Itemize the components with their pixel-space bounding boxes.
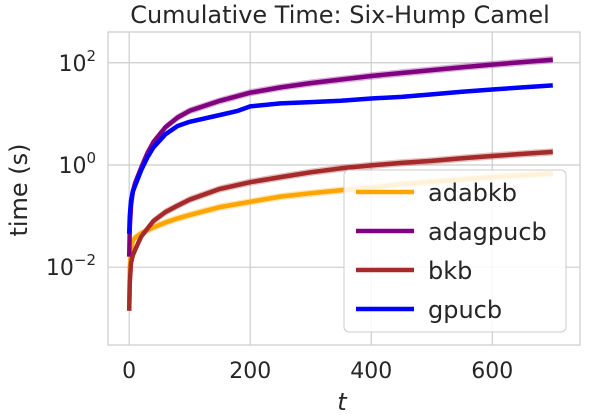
line-gpucb <box>126 83 553 234</box>
legend-label-adabkb: adabkb <box>428 179 517 207</box>
y-tick-label: 102 <box>58 47 96 77</box>
y-tick-label: 10−2 <box>46 251 96 281</box>
line-bkb <box>126 149 553 311</box>
y-tick-labels: 10−2 100 102 <box>46 47 96 281</box>
series-lines <box>126 57 553 311</box>
x-tick-label: 400 <box>350 359 392 384</box>
x-tick-labels: 0 200 400 600 <box>122 359 513 384</box>
legend-frame <box>343 169 567 333</box>
legend: adabkb adagpucb bkb gpucb <box>343 169 567 333</box>
x-tick-label: 0 <box>122 359 136 384</box>
legend-label-adagpucb: adagpucb <box>428 218 547 246</box>
chart-title: Cumulative Time: Six-Hump Camel <box>130 1 550 29</box>
x-tick-label: 600 <box>471 359 513 384</box>
x-tick-label: 200 <box>229 359 271 384</box>
plot-frame <box>107 31 581 346</box>
x-axis-label: t <box>337 388 348 416</box>
legend-label-gpucb: gpucb <box>428 296 502 324</box>
legend-label-bkb: bkb <box>428 257 472 285</box>
y-axis-label: time (s) <box>5 143 33 236</box>
y-tick-label: 100 <box>58 149 96 179</box>
